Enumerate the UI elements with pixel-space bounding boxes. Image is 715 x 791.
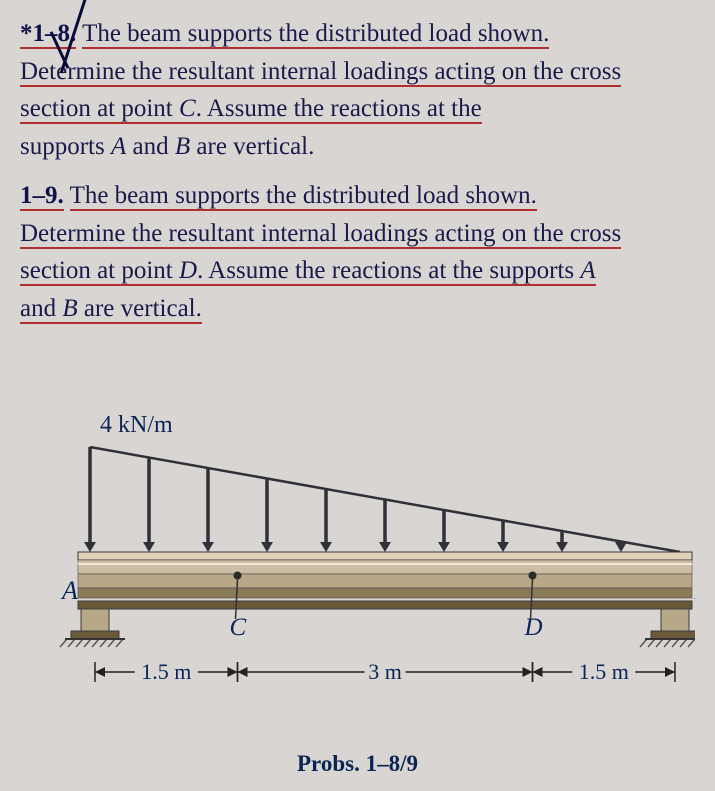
svg-text:1.5 m: 1.5 m	[141, 659, 191, 684]
text: supports	[20, 133, 111, 160]
problem-1-9: 1–9. The beam supports the distributed l…	[20, 177, 695, 327]
text: are vertical.	[190, 133, 314, 160]
point-A: A	[580, 257, 595, 286]
svg-text:A: A	[60, 576, 78, 605]
problem-number: *1–8.	[20, 20, 76, 49]
point-B: B	[175, 133, 190, 160]
text: section at point	[20, 257, 179, 286]
svg-text:C: C	[230, 614, 247, 641]
text: section at point	[20, 95, 179, 124]
svg-text:1.5 m: 1.5 m	[579, 659, 629, 684]
point-B: B	[62, 295, 77, 324]
svg-text:4 kN/m: 4 kN/m	[100, 412, 173, 438]
text: The beam supports the distributed load s…	[82, 20, 549, 49]
text: and	[126, 133, 175, 160]
text: . Assume the reactions at the	[196, 95, 482, 124]
svg-text:B: B	[694, 576, 695, 605]
text: Determine the resultant internal loading…	[20, 58, 621, 87]
page-content: *1–8. The beam supports the distributed …	[0, 0, 715, 787]
point-D: D	[179, 257, 197, 286]
text: The beam supports the distributed load s…	[70, 182, 537, 211]
problem-1-8: *1–8. The beam supports the distributed …	[20, 15, 695, 165]
figure-caption: Probs. 1–8/9	[20, 751, 695, 777]
beam-diagram-svg: 4 kN/m A B C D 1.5 m 3 m 1.5 m	[20, 357, 695, 737]
beam-figure: 4 kN/m A B C D 1.5 m 3 m 1.5 m Probs. 1–8/9	[20, 357, 695, 777]
point-A: A	[111, 133, 126, 160]
problem-number: 1–9.	[20, 182, 64, 211]
text: are vertical.	[78, 295, 202, 324]
svg-text:3 m: 3 m	[368, 659, 402, 684]
text: and	[20, 295, 62, 324]
text: Determine the resultant internal loading…	[20, 220, 621, 249]
text: . Assume the reactions at the supports	[197, 257, 580, 286]
svg-text:D: D	[524, 614, 543, 641]
point-C: C	[179, 95, 196, 124]
